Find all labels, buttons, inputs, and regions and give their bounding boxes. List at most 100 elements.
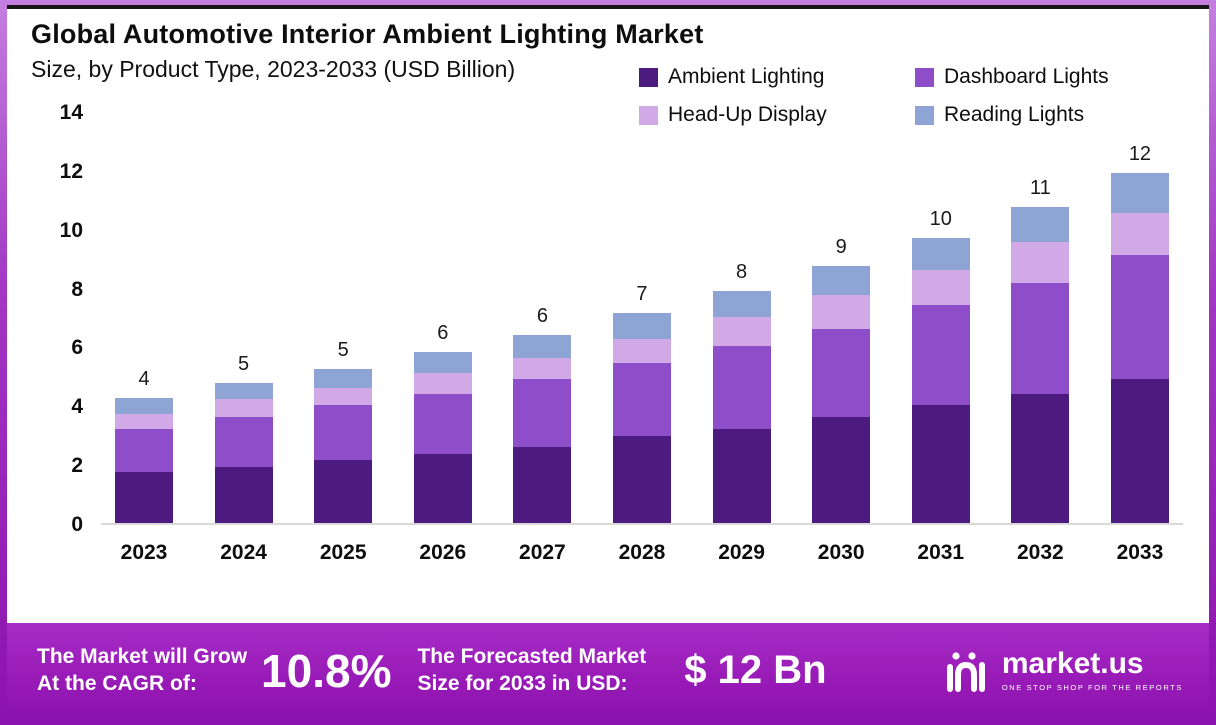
bar-segment-head-up-display [314,387,373,406]
bar-segment-ambient-lighting [1110,378,1169,523]
bar-column: 4 [115,113,173,523]
bar-segment-ambient-lighting [115,471,173,523]
legend-label: Reading Lights [944,103,1085,126]
cagr-label: The Market will Grow At the CAGR of: [37,644,247,697]
bar-segment-head-up-display [513,358,572,379]
bar-column: 10 [911,113,970,523]
cagr-label-line2: At the CAGR of: [37,671,197,695]
bar-segment-reading-lights [911,237,970,270]
bar-column: 6 [513,113,572,523]
bar-total-label: 9 [835,235,847,258]
bar-segment-ambient-lighting [513,446,572,523]
bar-stack [612,312,671,523]
bar-segment-head-up-display [712,317,771,347]
bar-stack [911,237,970,523]
bar-segment-dashboard-lights [812,328,871,418]
bar-segment-head-up-display [612,339,671,363]
bar-total-label: 6 [437,322,449,345]
bar-column: 11 [1011,113,1070,523]
bar-stack [314,368,373,523]
legend-label: Dashboard Lights [944,65,1109,88]
bar-segment-reading-lights [1110,172,1169,213]
legend-item-reading-lights: Reading Lights [915,103,1181,127]
x-axis-labels: 2023 2024 2025 2026 2027 2028 2029 2030 2031 2032… [101,541,1183,565]
bar-segment-dashboard-lights [214,417,273,468]
bar-segment-ambient-lighting [1011,393,1070,523]
cagr-label-line1: The Market will Grow [37,645,248,669]
logo-tagline: ONE STOP SHOP FOR THE REPORTS [1001,683,1183,692]
bar-segment-reading-lights [812,265,871,295]
bar-segment-reading-lights [513,334,572,359]
bar-stack [513,334,572,523]
bar-segment-ambient-lighting [812,417,871,523]
bar-total-label: 8 [736,260,748,283]
bar-column: 5 [214,113,273,523]
forecast-label-line2: Size for 2033 in USD: [417,671,628,695]
legend-item-head-up-display: Head-Up Display [639,103,905,127]
legend-swatch-icon [639,67,658,87]
bar-total-label: 5 [337,338,349,361]
bar-segment-head-up-display [214,399,273,418]
bar-column: 9 [812,113,871,523]
x-axis-label: 2033 [1116,541,1164,564]
header: Global Automotive Interior Ambient Light… [7,9,1209,126]
bar-segment-ambient-lighting [911,405,970,523]
bar-segment-head-up-display [1110,212,1169,256]
y-axis-tick-label: 10 [59,218,83,242]
x-axis-label: 2032 [1016,541,1064,564]
bar-segment-dashboard-lights [115,428,173,472]
market-us-logo-icon [946,651,985,692]
bar-segment-reading-lights [413,352,472,373]
bar-segment-head-up-display [812,294,871,329]
bar-stack [1011,206,1070,523]
x-axis-label: 2028 [618,541,666,564]
bar-segment-ambient-lighting [214,467,273,523]
bar-total-label: 5 [238,353,250,376]
cagr-value: 10.8% [261,644,392,697]
bar-segment-ambient-lighting [314,459,373,523]
chart-title: Global Automotive Interior Ambient Light… [31,19,704,49]
bar-stack [214,383,273,523]
bar-column: 7 [612,113,671,523]
bar-segment-dashboard-lights [1110,255,1169,379]
forecast-value: $ 12 Bn [684,648,827,692]
x-axis-label: 2024 [220,541,267,564]
market-us-logo: market.us ONE STOP SHOP FOR THE REPORTS [942,647,1183,695]
legend-swatch-icon [915,105,934,125]
y-axis-tick-label: 0 [71,513,83,536]
bar-segment-dashboard-lights [911,305,970,406]
bar-total-label: 11 [1029,176,1051,199]
legend-item-dashboard-lights: Dashboard Lights [915,65,1181,89]
bar-stack [1110,172,1169,523]
bar-column: 8 [712,113,771,523]
x-axis-label: 2031 [917,541,965,564]
bar-segment-dashboard-lights [513,378,572,447]
bar-segment-reading-lights [314,368,373,388]
forecast-label: The Forecasted Market Size for 2033 in U… [417,644,646,697]
bar-total-label: 4 [138,367,150,390]
x-axis-label: 2025 [319,541,367,564]
y-axis: 0 2 4 6 8 10 12 14 [37,101,89,536]
bar-segment-ambient-lighting [413,453,472,523]
y-axis-tick-label: 2 [71,454,83,478]
chart-subtitle: Size, by Product Type, 2023-2033 (USD Bi… [31,56,516,82]
legend-label: Ambient Lighting [668,65,825,88]
bar-segment-reading-lights [612,312,671,340]
bar-segment-ambient-lighting [712,428,771,523]
bar-stack [812,265,871,523]
bar-segment-dashboard-lights [612,362,671,437]
bar-total-label: 12 [1128,142,1152,165]
legend-item-ambient-lighting: Ambient Lighting [639,65,905,89]
bar-column: 5 [314,113,373,523]
x-axis-label: 2023 [120,541,168,564]
x-axis-label: 2026 [419,541,467,564]
bar-segment-ambient-lighting [612,436,671,523]
bar-segment-reading-lights [214,383,273,400]
bar-stack [712,290,771,523]
bar-segment-dashboard-lights [712,346,771,429]
forecast-label-line1: The Forecasted Market [417,645,647,669]
y-axis-tick-label: 12 [59,159,83,183]
x-axis-label: 2030 [817,541,865,564]
logo-text-block: market.us ONE STOP SHOP FOR THE REPORTS [1001,649,1183,693]
